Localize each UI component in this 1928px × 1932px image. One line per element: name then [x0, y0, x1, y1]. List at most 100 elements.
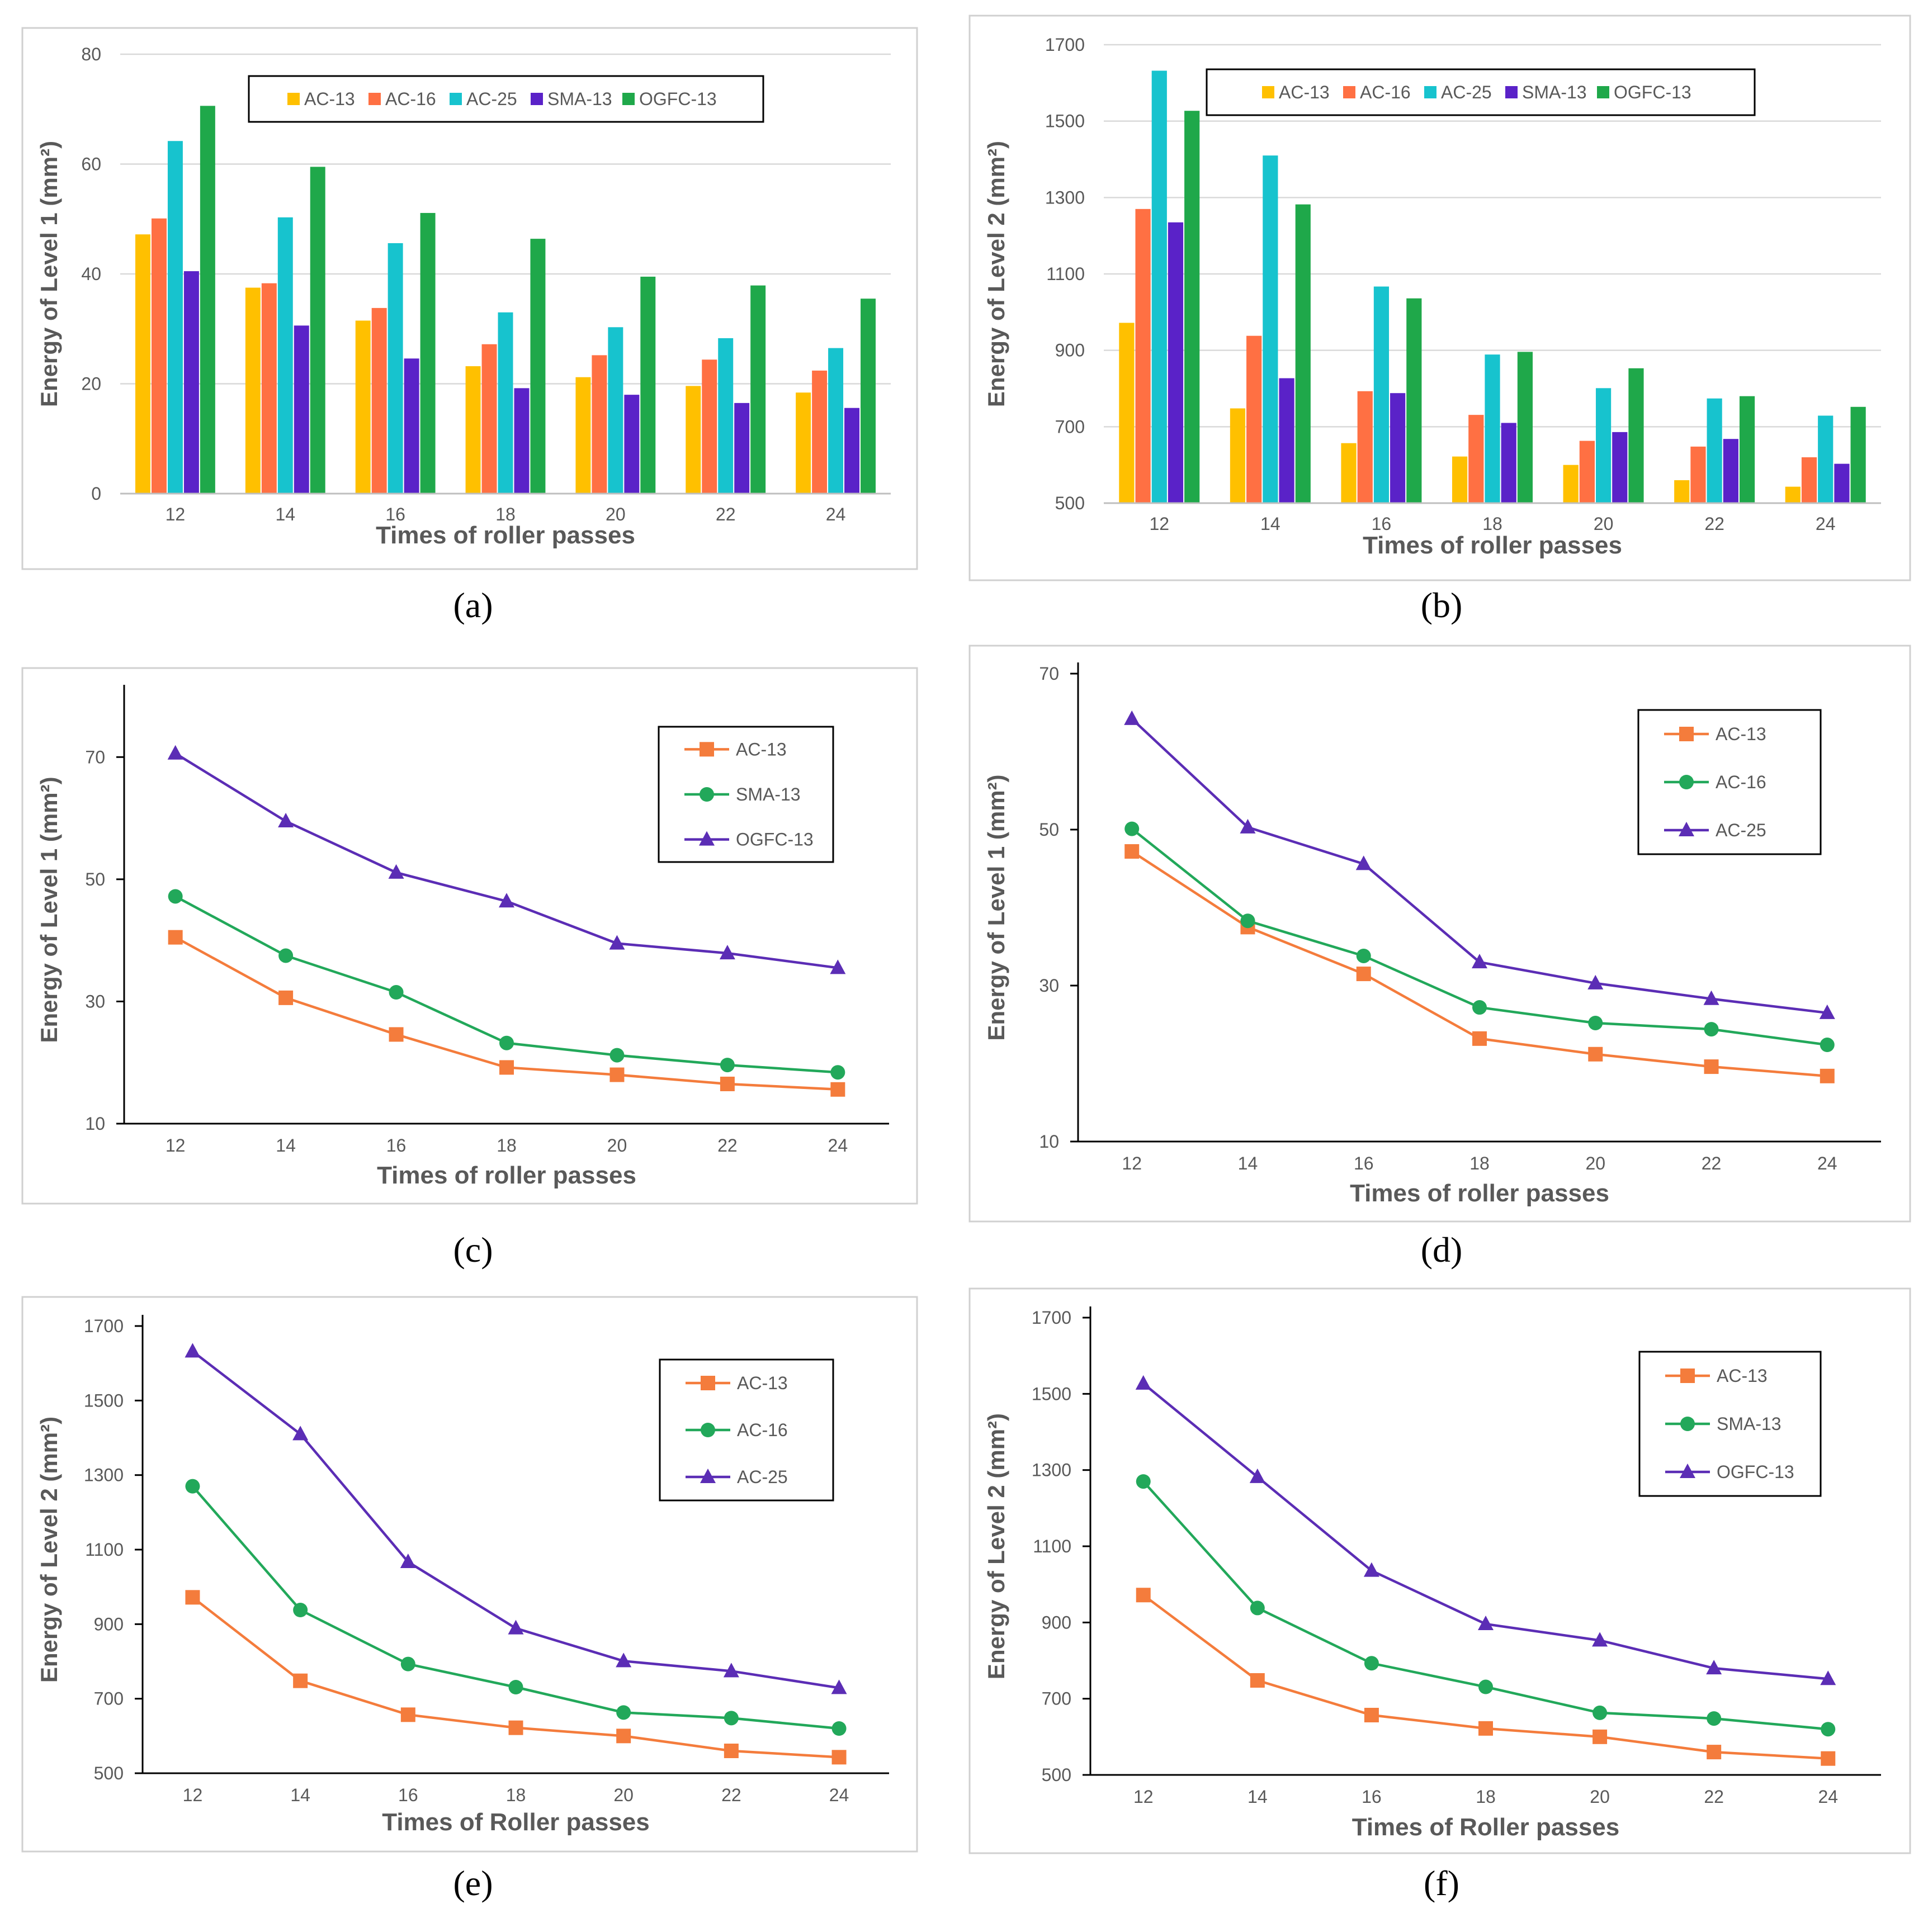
y-tick-label: 30	[85, 991, 105, 1011]
bar-ogfc-13-18	[1517, 352, 1533, 503]
point-ac-13-24	[1820, 1068, 1835, 1083]
y-tick-label: 500	[94, 1763, 124, 1783]
point-ac-13-14	[278, 990, 294, 1005]
point-sma-13-22	[1707, 1711, 1722, 1726]
point-ac-16-24	[1820, 1038, 1835, 1053]
legend-swatch-ac-25	[1424, 86, 1436, 98]
bar-ac-25-16	[1373, 286, 1390, 503]
bar-sma-13-16	[404, 358, 419, 494]
legend-label: AC-25	[1441, 82, 1492, 102]
point-ac-13-24	[1821, 1751, 1836, 1766]
x-axis-title: Times of roller passes	[376, 522, 635, 549]
point-ac-13-22	[720, 1076, 735, 1091]
point-ogfc-13-16	[388, 864, 404, 879]
point-ac-13-16	[389, 1027, 404, 1042]
bar-sma-13-24	[844, 408, 860, 494]
y-tick-label: 1700	[84, 1316, 124, 1336]
point-ac-16-20	[616, 1705, 631, 1720]
x-tick-label: 22	[1702, 1153, 1722, 1173]
legend-marker-ac-13	[1679, 727, 1694, 741]
point-ogfc-13-24	[830, 959, 846, 974]
bar-ac-25-18	[1485, 354, 1500, 503]
point-ogfc-13-12	[1135, 1375, 1151, 1390]
legend-marker-ac-16	[701, 1423, 715, 1437]
bar-sma-13-12	[183, 271, 199, 494]
legend-label: SMA-13	[1522, 82, 1587, 102]
legend-marker-sma-13	[700, 787, 714, 802]
point-ac-16-18	[1472, 1000, 1487, 1015]
bar-sma-13-22	[1723, 439, 1738, 503]
point-ac-13-22	[724, 1744, 739, 1758]
point-sma-13-14	[278, 948, 294, 963]
bar-ogfc-13-12	[200, 106, 215, 494]
x-axis-title: Times of Roller passes	[382, 1808, 650, 1836]
y-tick-label: 70	[1039, 664, 1059, 684]
point-sma-13-24	[830, 1065, 845, 1080]
y-tick-label: 700	[94, 1689, 124, 1709]
point-ogfc-13-20	[1592, 1632, 1608, 1647]
y-tick-label: 1300	[1032, 1460, 1071, 1480]
x-tick-label: 18	[497, 1135, 517, 1156]
point-ac-25-24	[831, 1679, 847, 1694]
x-tick-label: 22	[1704, 514, 1724, 534]
point-sma-13-12	[1136, 1474, 1151, 1489]
bar-sma-13-14	[294, 325, 309, 494]
legend-swatch-ac-13	[287, 93, 300, 105]
panel-f: 500 700 900 1100 1300 1500 1700 12 14 16 18 20 22 24 A…	[968, 1287, 1911, 1854]
point-ac-16-22	[724, 1711, 739, 1726]
point-ac-13-12	[1136, 1588, 1151, 1603]
x-tick-label: 16	[1372, 514, 1392, 534]
point-ac-13-14	[293, 1673, 308, 1688]
y-tick-label: 70	[85, 747, 105, 767]
bar-ogfc-13-24	[861, 299, 876, 494]
point-ac-25-12	[1124, 710, 1140, 725]
legend-label: AC-16	[1716, 772, 1766, 792]
legend-label: AC-25	[1716, 820, 1766, 840]
point-sma-13-18	[1478, 1679, 1493, 1694]
point-ac-16-18	[508, 1680, 523, 1694]
bar-ac-16-12	[151, 218, 167, 494]
bar-sma-13-18	[1501, 423, 1516, 503]
panel-label: (c)	[453, 1230, 493, 1270]
bar-ac-13-14	[245, 287, 261, 494]
bar-ac-25-12	[167, 141, 183, 494]
y-tick-label: 50	[1039, 820, 1059, 840]
point-ogfc-13-14	[1249, 1468, 1265, 1483]
x-tick-label: 20	[606, 504, 626, 524]
panel-a: 0 20 40 60 80 12 14 16 18 20 22 24 AC-13 AC-16 AC-25 SM…	[21, 27, 918, 570]
point-ogfc-13-14	[278, 813, 294, 828]
legend-label: AC-13	[1716, 724, 1766, 744]
legend-marker-ac-13	[1680, 1368, 1695, 1383]
point-ogfc-13-18	[1478, 1616, 1494, 1631]
x-tick-label: 18	[1482, 514, 1502, 534]
bar-ac-16-22	[702, 359, 717, 494]
bar-ac-25-12	[1151, 70, 1167, 503]
point-ac-25-18	[508, 1620, 524, 1635]
legend-label: AC-25	[737, 1467, 788, 1487]
x-tick-label: 16	[1362, 1787, 1382, 1807]
bar-ac-16-16	[371, 307, 387, 494]
legend-swatch-sma-13	[1505, 86, 1518, 98]
bar-ac-25-20	[1595, 388, 1612, 503]
point-ac-13-18	[499, 1060, 514, 1075]
legend-label: SMA-13	[736, 784, 801, 804]
point-ac-13-12	[168, 930, 183, 945]
bar-ac-13-20	[1563, 465, 1579, 503]
point-ac-13-16	[1356, 967, 1371, 982]
bar-ogfc-13-20	[640, 276, 656, 494]
bar-ac-16-16	[1357, 391, 1373, 503]
bar-ac-25-20	[608, 327, 623, 494]
x-tick-label: 24	[826, 504, 846, 524]
x-tick-label: 24	[1816, 514, 1836, 534]
legend-marker-ogfc-13	[1680, 1464, 1695, 1478]
bar-ac-13-24	[796, 392, 811, 494]
point-ac-16-14	[293, 1603, 308, 1617]
y-tick-label: 10	[85, 1114, 105, 1134]
bar-ac-13-24	[1785, 486, 1801, 503]
point-ac-13-14	[1250, 1673, 1265, 1688]
x-tick-label: 14	[275, 504, 295, 524]
x-axis-title: Times of roller passes	[1363, 532, 1622, 559]
bar-ac-16-24	[812, 370, 828, 494]
legend-label: AC-13	[736, 739, 787, 759]
